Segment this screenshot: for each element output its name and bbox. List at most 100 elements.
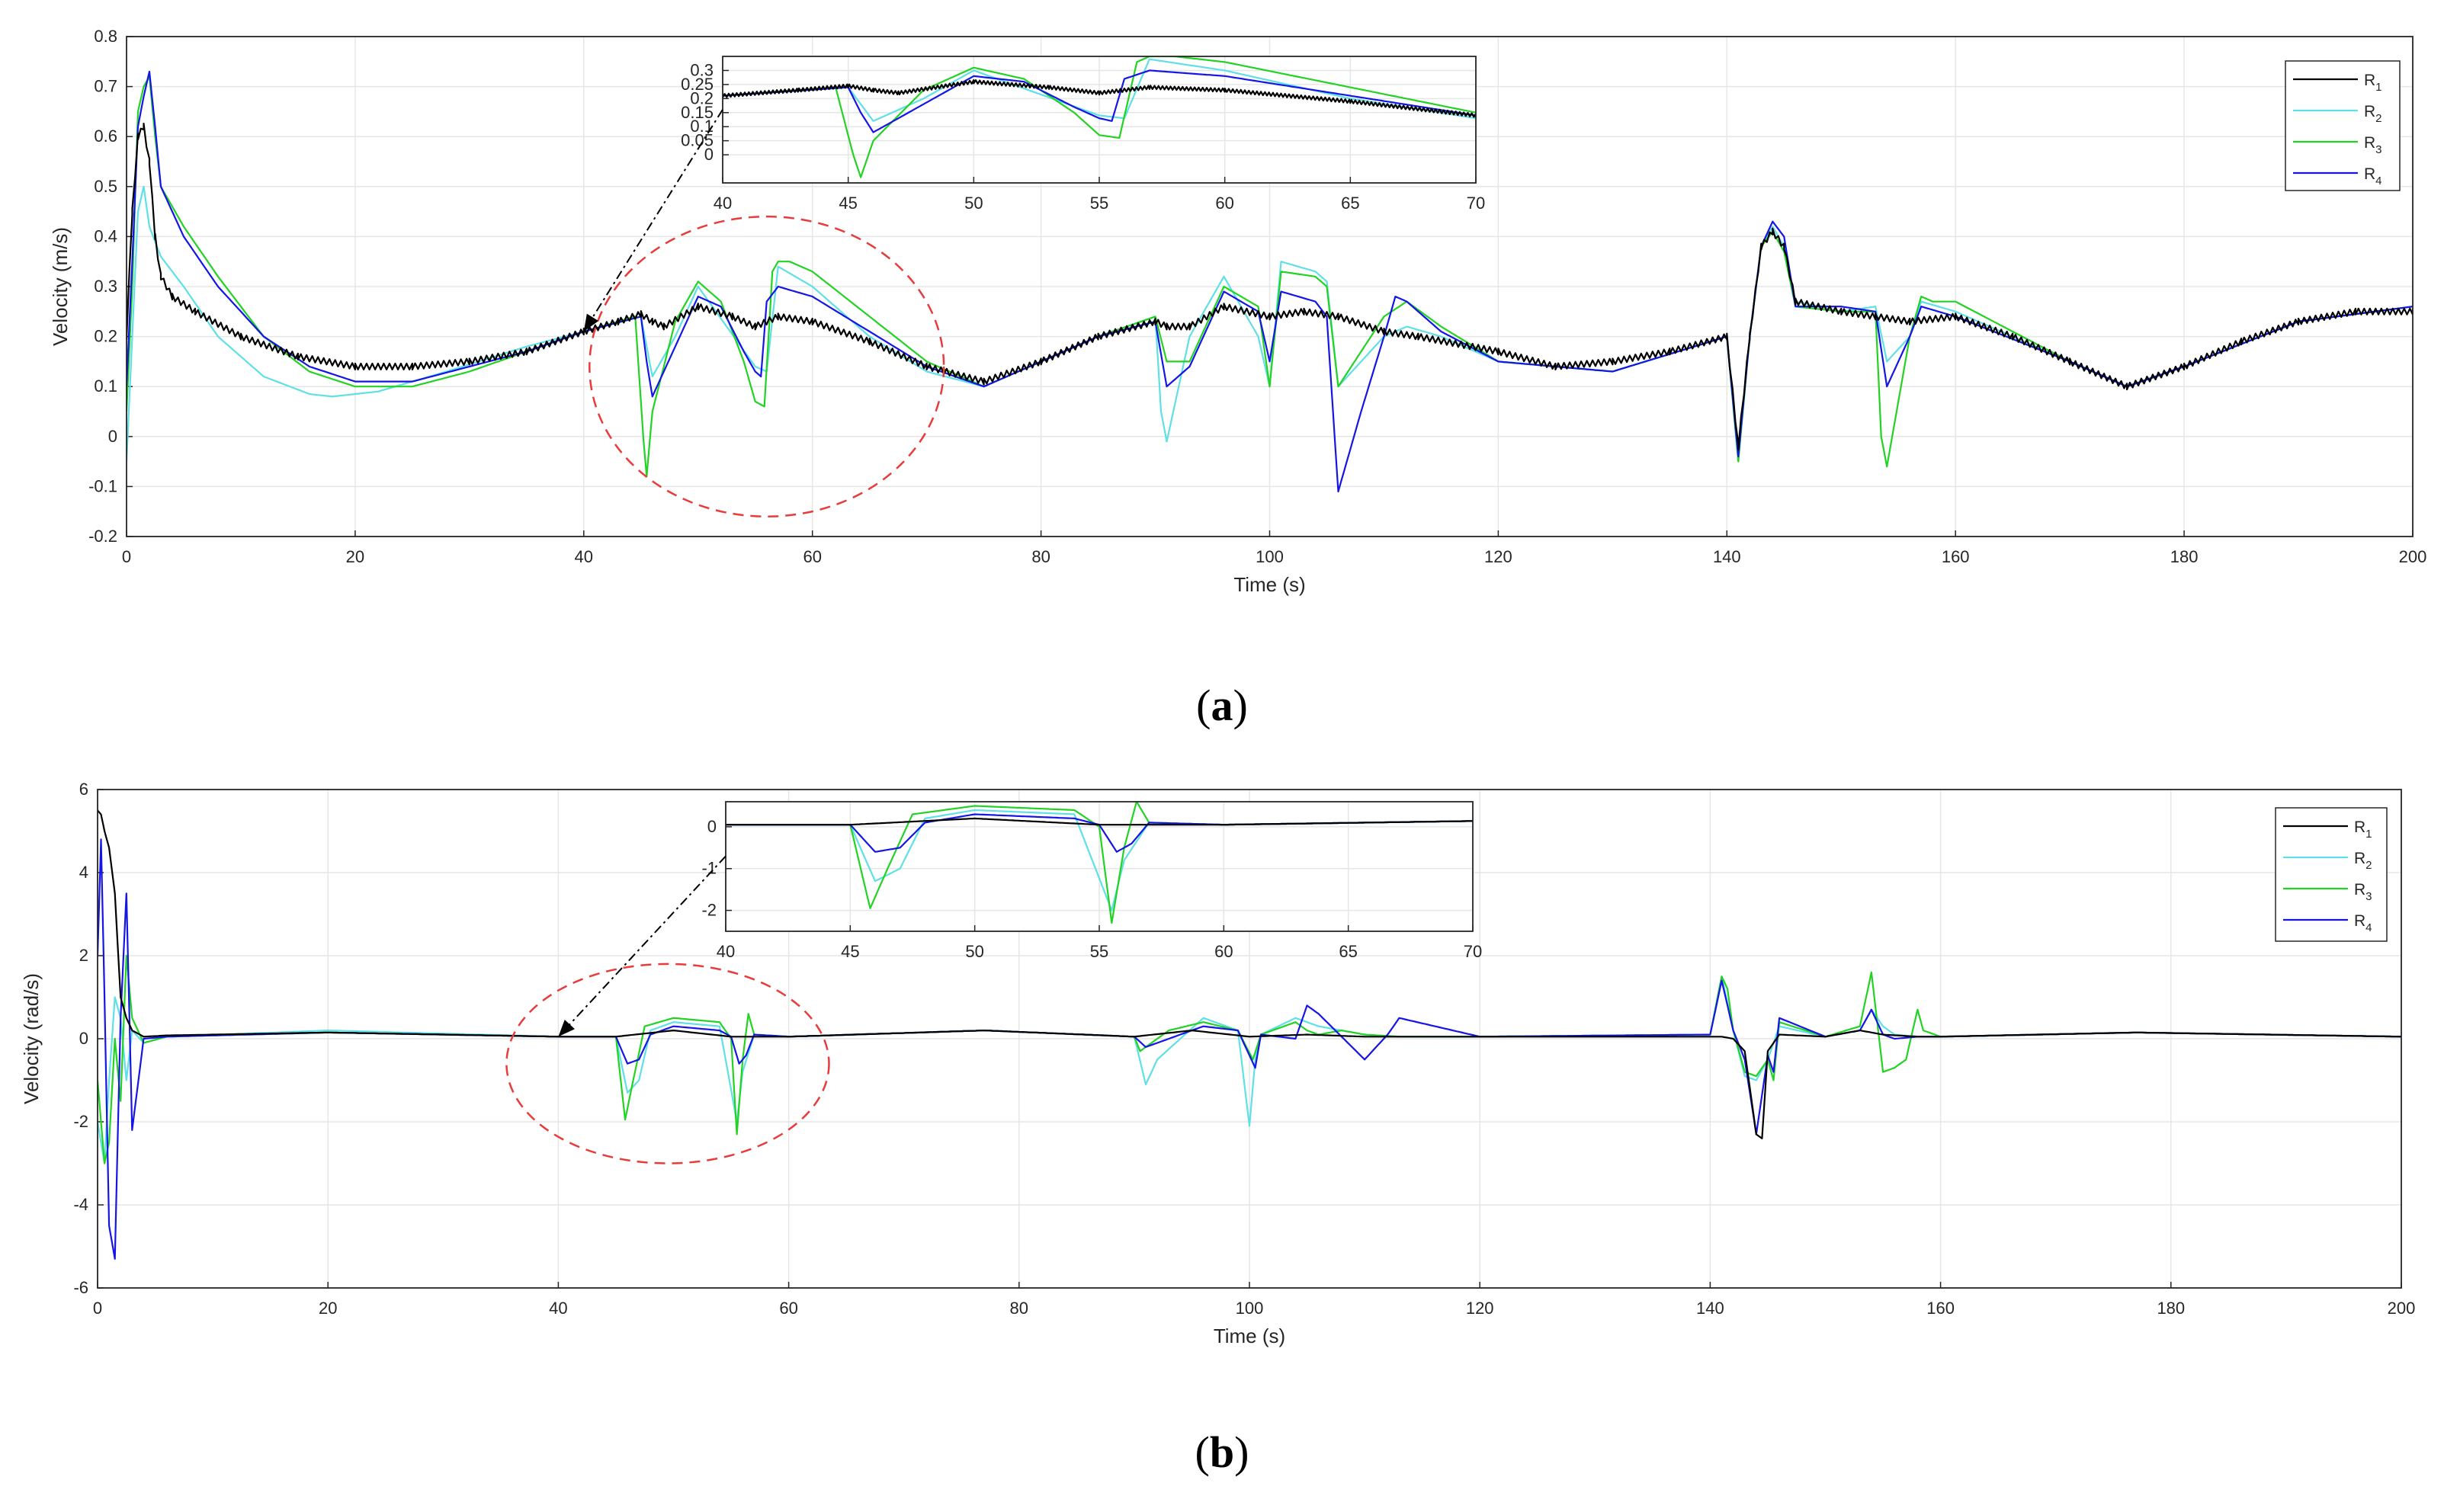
inset-y-tick-label: 0 — [707, 817, 717, 836]
x-tick-label: 120 — [1466, 1299, 1494, 1318]
x-tick-label: 180 — [2157, 1299, 2185, 1318]
y-tick-label: -2 — [73, 1112, 88, 1131]
legend-label-r4: R4 — [2364, 165, 2382, 187]
series-line-r1 — [127, 123, 2413, 450]
legend: R1 R2 R3 R4 — [2275, 807, 2388, 942]
inset-y-tick-label: 0.25 — [681, 75, 714, 94]
x-tick-label: 60 — [803, 547, 821, 566]
inset-x-tick-label: 60 — [1214, 942, 1233, 961]
series-line-r3 — [127, 75, 2413, 478]
inset-series-line-r1 — [723, 78, 1476, 118]
x-tick-label: 0 — [122, 547, 131, 566]
zoom-arrow-head — [583, 313, 599, 332]
y-tick-label: 0.4 — [94, 226, 117, 245]
x-axis-label: Time (s) — [1233, 573, 1305, 596]
legend-box — [2285, 60, 2401, 191]
y-tick-label: 4 — [79, 863, 88, 882]
x-tick-label: 180 — [2170, 547, 2199, 566]
inset-grid — [722, 56, 1477, 183]
x-tick-label: 20 — [346, 547, 364, 566]
caption-b: (b) — [1195, 1427, 1249, 1477]
y-tick-label: 2 — [79, 946, 88, 965]
series-line-r1 — [98, 809, 2401, 1139]
y-tick-label: 0.7 — [94, 77, 117, 96]
inset-y-tick-label: 0.15 — [681, 103, 714, 122]
x-tick-label: 100 — [1236, 1299, 1264, 1318]
inset-x-tick-label: 70 — [1464, 942, 1482, 961]
y-tick-label: 0.8 — [94, 27, 117, 46]
inset-y-tick-label: -2 — [701, 901, 717, 920]
y-tick-label: -4 — [73, 1195, 88, 1214]
x-tick-label: 140 — [1713, 547, 1741, 566]
highlight-ellipse — [505, 963, 830, 1164]
inset-series-group — [723, 56, 1476, 178]
legend-box — [2275, 807, 2388, 942]
inset-y-tick-label: 0.3 — [690, 60, 714, 79]
inset-y-tick-label: 0 — [704, 145, 714, 164]
y-tick-label: -6 — [73, 1278, 88, 1297]
y-tick-label: 0.2 — [94, 327, 117, 346]
x-tick-label: 160 — [1926, 1299, 1955, 1318]
inset-series-line-r4 — [723, 69, 1476, 133]
inset-y-tick-label: 0.2 — [690, 88, 714, 107]
inset-frame — [722, 56, 1477, 184]
x-tick-label: 200 — [2399, 547, 2427, 566]
inset-x-tick-label: 40 — [714, 194, 732, 213]
highlight-ellipse — [589, 215, 945, 518]
x-tick-label: 80 — [1010, 1299, 1028, 1318]
x-tick-label: 200 — [2388, 1299, 2416, 1318]
series-group — [127, 70, 2413, 493]
inset-x-tick-label: 65 — [1339, 942, 1357, 961]
inset-y-tick-label: 0.1 — [690, 117, 714, 136]
x-axis-label: Time (s) — [1214, 1325, 1285, 1347]
inset-x-tick-label: 50 — [964, 194, 983, 213]
inset-series-line-r3 — [723, 56, 1476, 178]
inset-y-tick-label: 0.05 — [681, 131, 714, 150]
inset-x-tick-label: 55 — [1090, 942, 1108, 961]
x-tick-label: 0 — [93, 1299, 102, 1318]
legend-label-r1: R1 — [2364, 72, 2382, 94]
inset-series-line-r1 — [726, 817, 1473, 826]
y-tick-label: 6 — [79, 780, 88, 799]
inset-x-tick-label: 40 — [717, 942, 735, 961]
y-axis-label: Velocity (m/s) — [49, 227, 72, 346]
y-tick-label: 0.5 — [94, 177, 117, 196]
legend-label-r3: R3 — [2364, 134, 2382, 156]
y-tick-label: 0 — [108, 427, 117, 446]
legend-label-r3: R3 — [2354, 881, 2372, 903]
inset: 40 45 50 55 60 65 70 00.050.10.150.20.250.3 — [681, 56, 1485, 213]
chart-panel-b: 0 20 40 60 80 100 120 140 160 180 200 -6 -4 -2 0 2 4 6 Tim… — [20, 780, 2415, 1347]
axes-frame — [97, 789, 2402, 1289]
x-tick-label: 160 — [1942, 547, 1970, 566]
y-axis-label: Velocity (rad/s) — [20, 973, 43, 1104]
x-tick-label: 40 — [575, 547, 593, 566]
zoom-arrow-head — [558, 1020, 575, 1037]
caption-a: (a) — [1196, 681, 1248, 730]
x-tick-label: 60 — [779, 1299, 797, 1318]
zoom-arrow — [557, 855, 726, 1037]
y-tick-label: -0.2 — [88, 527, 117, 546]
chart-panel-a: 0 20 40 60 80 100 120 140 160 180 200-0.2-0.100.10… — [49, 27, 2426, 596]
inset: 40 45 50 55 60 65 70 -2 -1 0 — [701, 801, 1482, 961]
inset-x-tick-label: 60 — [1215, 194, 1233, 213]
legend-label-r2: R2 — [2364, 103, 2382, 125]
inset-x-tick-label: 45 — [839, 194, 857, 213]
inset-x-tick-label: 55 — [1090, 194, 1108, 213]
y-tick-label: 0.6 — [94, 127, 117, 146]
y-tick-label: 0.1 — [94, 376, 117, 396]
legend-label-r2: R2 — [2354, 850, 2372, 872]
axes-frame — [126, 36, 2414, 537]
inset-x-tick-label: 50 — [965, 942, 983, 961]
x-tick-label: 80 — [1031, 547, 1050, 566]
inset-frame — [725, 801, 1474, 932]
y-tick-label: 0 — [79, 1029, 88, 1048]
inset-x-tick-label: 65 — [1341, 194, 1359, 213]
legend-label-r4: R4 — [2354, 912, 2372, 934]
inset-x-tick-label: 70 — [1467, 194, 1485, 213]
x-tick-label: 140 — [1696, 1299, 1724, 1318]
inset-x-tick-label: 45 — [841, 942, 859, 961]
y-tick-label: 0.3 — [94, 277, 117, 296]
legend: R1 R2 R3 R4 — [2285, 60, 2401, 191]
zoom-arrow — [582, 109, 723, 332]
